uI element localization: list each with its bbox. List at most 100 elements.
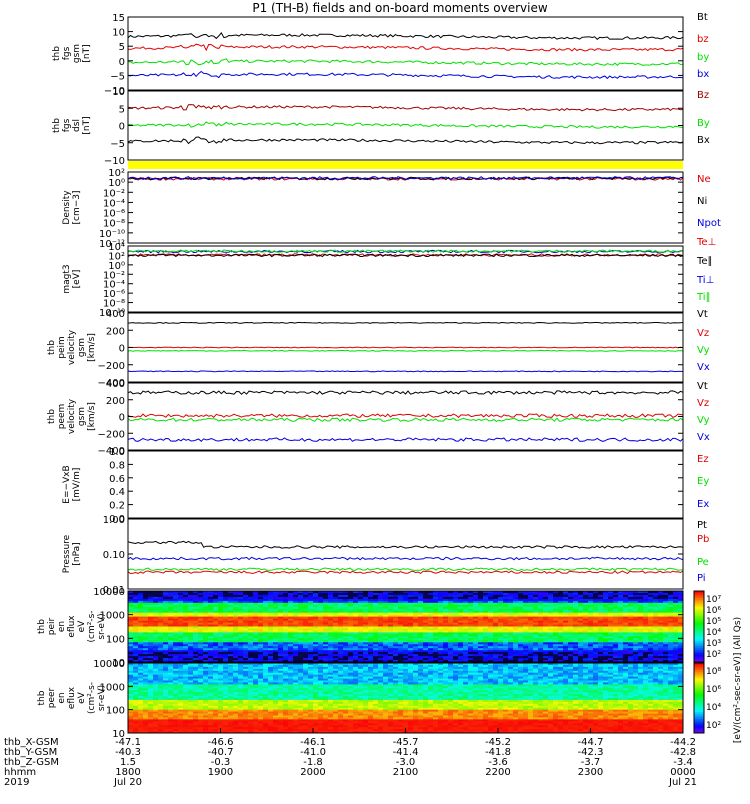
heatmap-cell [518,665,523,667]
heatmap-cell [378,673,383,675]
heatmap-cell [608,673,613,675]
legend-vz: Vz [697,328,709,339]
heatmap-cell [373,673,378,675]
legend-ni: Ni [697,196,707,207]
heatmap-cell [523,673,528,675]
legend-te∥: Te∥ [696,256,713,267]
y-tick-label: 0 [119,57,125,68]
heatmap-cell [673,669,678,671]
heatmap-cell [318,665,323,667]
heatmap-cell [258,665,263,667]
heatmap-cell [448,669,453,671]
heatmap-cell [528,669,533,671]
heatmap-cell [603,673,608,675]
heatmap-cell [453,665,458,667]
heatmap-cell [228,669,233,671]
heatmap-cell [203,665,208,667]
legend-vy: Vy [697,345,710,356]
heatmap-cell [243,673,248,675]
heatmap-cell [618,665,623,667]
heatmap-cell [513,673,518,675]
heatmap-cell [373,669,378,671]
y-tick-label: 100 [106,634,125,645]
legend-vz: Vz [697,398,709,409]
heatmap-cell [323,673,328,675]
heatmap-cell [663,673,668,675]
heatmap-cell [328,669,333,671]
y-axis-label-line: thb [52,46,62,61]
heatmap-cell [313,669,318,671]
heatmap-cell [288,669,293,671]
heatmap-cell [153,669,158,671]
y-axis-label-line: Pressure [62,534,72,573]
heatmap-cell [468,669,473,671]
y-tick-label: −5 [110,71,125,82]
heatmap-cell [663,665,668,667]
heatmap-cell [178,669,183,671]
heatmap-cell [518,669,523,671]
heatmap-cell [168,665,173,667]
heatmap-cell [588,665,593,667]
heatmap-cell [188,669,193,671]
heatmap-cell [423,669,428,671]
series-line-vy [128,350,683,351]
heatmap-cell [398,669,403,671]
heatmap-cell [293,673,298,675]
heatmap-cell [528,673,533,675]
panel-frame [128,451,683,518]
heatmap-cell [603,665,608,667]
heatmap-cell [423,665,428,667]
heatmap-cell [133,665,138,667]
y-axis-label-line: eV [77,620,87,633]
legend-vx: Vx [697,432,710,443]
y-tick-label: −5 [110,139,125,150]
heatmap-cell [323,665,328,667]
y-axis-label-line: sr-eV) [97,613,107,639]
heatmap-cell [673,665,678,667]
heatmap-cell [428,665,433,667]
heatmap-cell [563,669,568,671]
series-line-vt [128,322,683,323]
heatmap-cell [268,673,273,675]
heatmap-cell [578,669,583,671]
legend-pt: Pt [697,520,707,531]
heatmap-cell [143,669,148,671]
heatmap-cell [233,673,238,675]
heatmap-cell [468,673,473,675]
heatmap-cell [458,673,463,675]
heatmap-cell [183,665,188,667]
heatmap-cell [473,669,478,671]
y-axis-label-line: [nT] [82,116,92,134]
heatmap-cell [563,665,568,667]
heatmap-cell [158,665,163,667]
heatmap-cell [348,669,353,671]
heatmap-cell [558,669,563,671]
heatmap-cell [188,673,193,675]
y-axis-label-line: fgs [62,118,72,132]
heatmap-cell [253,673,258,675]
y-axis-label-line: thb [37,619,47,634]
y-tick-label: 5 [119,104,125,115]
y-axis-label-line: peem [57,404,67,430]
heatmap-cell [293,669,298,671]
legend-vy: Vy [697,415,710,426]
heatmap-cell [323,669,328,671]
y-axis-label: E=−VxB[mV/m] [62,465,82,503]
heatmap-cell [478,673,483,675]
heatmap-cell [133,673,138,675]
heatmap-cell [173,669,178,671]
heatmap-cell [168,673,173,675]
heatmap-cell [143,673,148,675]
y-axis-label-line: E=−VxB [62,465,72,503]
y-axis-label: Pressure[nPa] [62,534,82,573]
y-tick-label: 5 [119,42,125,53]
heatmap-cell [303,673,308,675]
heatmap-cell [248,669,253,671]
heatmap-cell [238,669,243,671]
heatmap-cell [613,665,618,667]
heatmap-cell [168,669,173,671]
heatmap-cell [283,673,288,675]
